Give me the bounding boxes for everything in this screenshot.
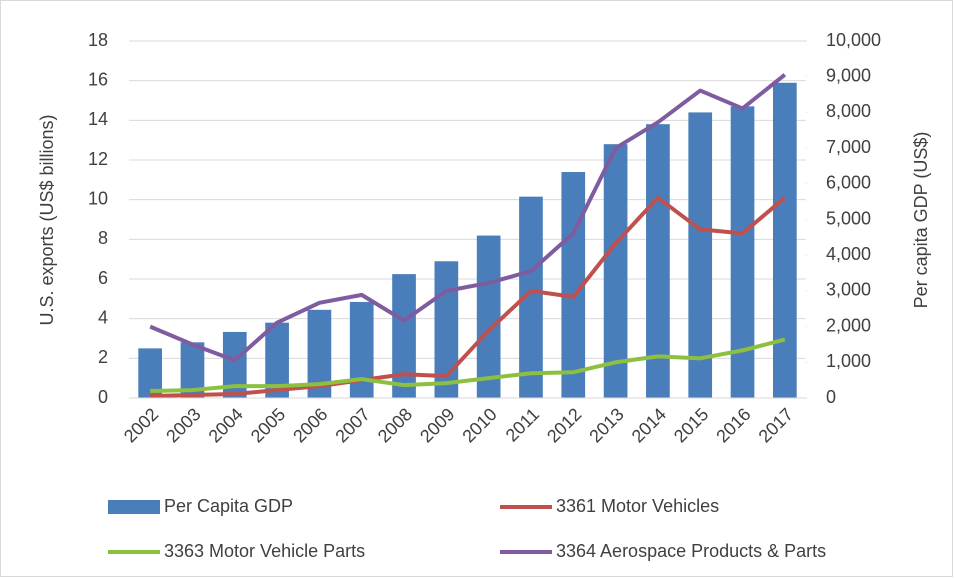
y-tick-label: 18 — [88, 30, 108, 50]
legend-label: Per Capita GDP — [164, 496, 293, 516]
bar — [265, 322, 289, 398]
y-tick-label: 12 — [88, 149, 108, 169]
bar — [519, 196, 543, 398]
y2-tick-label: 10,000 — [826, 30, 881, 50]
y2-tick-label: 3,000 — [826, 280, 871, 300]
y-tick-label: 16 — [88, 69, 108, 89]
bar — [688, 112, 713, 399]
y2-tick-label: 0 — [826, 387, 836, 407]
y-tick-label: 14 — [88, 109, 108, 129]
bar — [646, 124, 670, 398]
bar — [603, 144, 628, 398]
y-tick-label: 0 — [98, 387, 108, 407]
line — [149, 73, 787, 363]
bar — [730, 106, 755, 399]
bar — [138, 348, 163, 398]
y-tick-label: 8 — [98, 228, 108, 248]
legend-label: 3361 Motor Vehicles — [556, 496, 719, 516]
y2-tick-label: 4,000 — [826, 244, 871, 264]
line — [150, 337, 786, 394]
y2-tick-label: 9,000 — [826, 65, 871, 85]
legend-label: 3364 Aerospace Products & Parts — [556, 541, 826, 561]
y2-tick-label: 7,000 — [826, 137, 871, 157]
y-tick-label: 6 — [98, 268, 108, 288]
line — [150, 195, 787, 399]
bar — [392, 274, 416, 398]
y-tick-label: 4 — [98, 307, 108, 327]
y-axis-label: U.S. exports (US$ billions) — [37, 114, 57, 325]
y2-tick-label: 2,000 — [826, 315, 871, 335]
legend-label: 3363 Motor Vehicle Parts — [164, 541, 365, 561]
bar — [476, 235, 501, 398]
y-tick-label: 10 — [88, 188, 108, 208]
legend-swatch — [108, 500, 160, 514]
bar — [349, 301, 374, 398]
y2-tick-label: 6,000 — [826, 173, 871, 193]
y2-tick-label: 8,000 — [826, 101, 871, 121]
bar — [180, 342, 205, 398]
bar — [772, 82, 797, 399]
bar — [561, 172, 586, 398]
y-tick-label: 2 — [98, 347, 108, 367]
y2-tick-label: 5,000 — [826, 208, 871, 228]
y2-tick-label: 1,000 — [826, 351, 871, 371]
bar — [222, 331, 247, 398]
y2-axis-label: Per capita GDP (US$) — [911, 132, 931, 309]
bar — [307, 309, 332, 398]
